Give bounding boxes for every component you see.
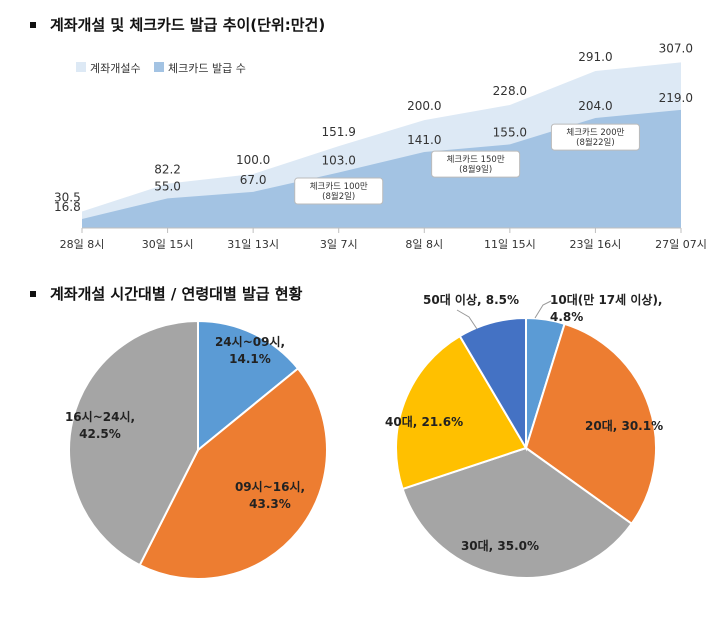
callout-box: [550, 123, 640, 151]
callout-text: 체크카드 150만: [447, 154, 505, 165]
pie-slice: [138, 367, 328, 580]
x-tick-label: 11일 15시: [484, 237, 536, 251]
callout-text: (8월22일): [576, 137, 615, 148]
top-title-text: 계좌개설 및 체크카드 발급 추이(단위:만건): [50, 16, 326, 34]
card-data-label: 155.0: [493, 125, 527, 139]
account-data-label: 30.5: [54, 191, 81, 205]
callout-text: (8월9일): [459, 164, 492, 175]
pie-slice: [524, 322, 657, 526]
legend-label: 체크카드 발급 수: [168, 62, 246, 75]
account-data-label: 151.9: [322, 125, 356, 139]
legend-swatch: [154, 62, 164, 72]
milestone-callout: 체크카드 150만(8월9일): [431, 150, 521, 178]
pie-slice-label: 14.1%: [229, 352, 271, 366]
card-data-label: 55.0: [154, 179, 181, 193]
title-bullet: [30, 21, 36, 28]
pie-slice-label: 16시~24시,: [65, 410, 135, 424]
title-bullet: [30, 290, 36, 297]
bottom-title-text: 계좌개설 시간대별 / 연령대별 발급 현황: [50, 285, 303, 303]
pie-slice: [197, 319, 300, 453]
pie-slice-label: 43.3%: [249, 497, 291, 511]
callout-box: [294, 177, 384, 205]
pie-slice-label: 20대, 30.1%: [585, 419, 663, 433]
card-data-label: 204.0: [578, 99, 612, 113]
area-chart: 28일 8시 30일 15시 31일 13시 3일 7시 8일 8시 11일 15시 23일…: [54, 41, 707, 251]
pie-slice-label: 42.5%: [79, 427, 121, 441]
callout-text: (8월2일): [322, 191, 355, 202]
legend-label: 계좌개설수: [90, 62, 141, 75]
account-data-label: 100.0: [236, 153, 270, 167]
pie-slice-label: 50대 이상, 8.5%: [423, 292, 519, 307]
pie-slice-label: 10대(만 17세 이상),: [550, 292, 662, 307]
account-data-label: 200.0: [407, 99, 441, 113]
pie-slice-label: 24시~09시,: [215, 335, 285, 349]
age-pie-chart: 10대(만 17세 이상), 4.8% 20대, 30.1% 30대, 35.0% 40…: [385, 292, 663, 579]
x-tick-label: 8일 8시: [405, 237, 443, 251]
pie-slice-label: 40대, 21.6%: [385, 415, 463, 429]
pie-slice: [395, 334, 528, 491]
series-area-card: [82, 109, 681, 228]
leader-line: [534, 300, 552, 319]
card-data-label: 141.0: [407, 133, 441, 147]
callout-box: [431, 150, 521, 178]
callout-text: 체크카드 100만: [310, 181, 368, 192]
card-data-label: 103.0: [322, 153, 356, 167]
pie-slice-label: 09시~16시,: [235, 480, 305, 494]
card-data-label: 219.0: [659, 91, 693, 105]
leader-line: [456, 309, 478, 330]
account-data-label: 291.0: [578, 50, 612, 64]
pie-slice: [458, 316, 527, 452]
x-tick-label: 27일 07시: [655, 237, 707, 251]
pie-slice: [68, 319, 199, 567]
x-tick-label: 23일 16시: [570, 237, 622, 251]
bottom-section-title: 계좌개설 시간대별 / 연령대별 발급 현황: [30, 283, 302, 304]
legend-swatch: [76, 62, 86, 72]
pie-slice: [401, 446, 634, 579]
callout-text: 체크카드 200만: [566, 127, 624, 138]
milestone-callout: 체크카드 100만(8월2일): [294, 177, 384, 205]
account-data-label: 228.0: [493, 84, 527, 98]
account-data-label: 307.0: [659, 41, 693, 55]
card-data-label: 67.0: [240, 173, 267, 187]
account-data-label: 82.2: [154, 163, 181, 177]
time-pie-chart: 24시~09시, 14.1% 09시~16시, 43.3% 16시~24시, 42.5%: [65, 319, 328, 580]
x-tick-label: 30일 15시: [142, 237, 194, 251]
pie-slice-label: 4.8%: [550, 310, 583, 324]
card-data-label: 16.8: [54, 200, 81, 214]
pie-slice-label: 30대, 35.0%: [461, 539, 539, 553]
x-tick-label: 28일 8시: [60, 237, 105, 251]
x-tick-label: 3일 7시: [320, 237, 358, 251]
top-section-title: 계좌개설 및 체크카드 발급 추이(단위:만건): [30, 14, 325, 35]
x-tick-label: 31일 13시: [227, 237, 279, 251]
milestone-callout: 체크카드 200만(8월22일): [550, 123, 640, 151]
